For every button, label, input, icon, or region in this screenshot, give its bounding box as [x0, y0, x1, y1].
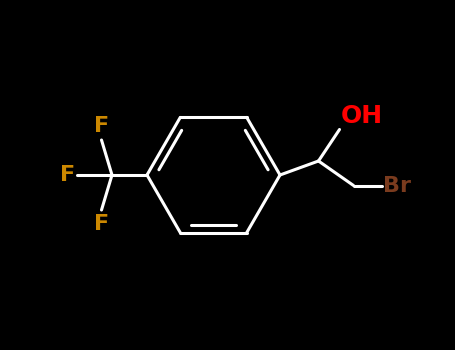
- Text: F: F: [94, 117, 109, 136]
- Text: Br: Br: [383, 175, 411, 196]
- Text: OH: OH: [341, 104, 384, 128]
- Text: F: F: [60, 165, 75, 185]
- Text: F: F: [94, 214, 109, 233]
